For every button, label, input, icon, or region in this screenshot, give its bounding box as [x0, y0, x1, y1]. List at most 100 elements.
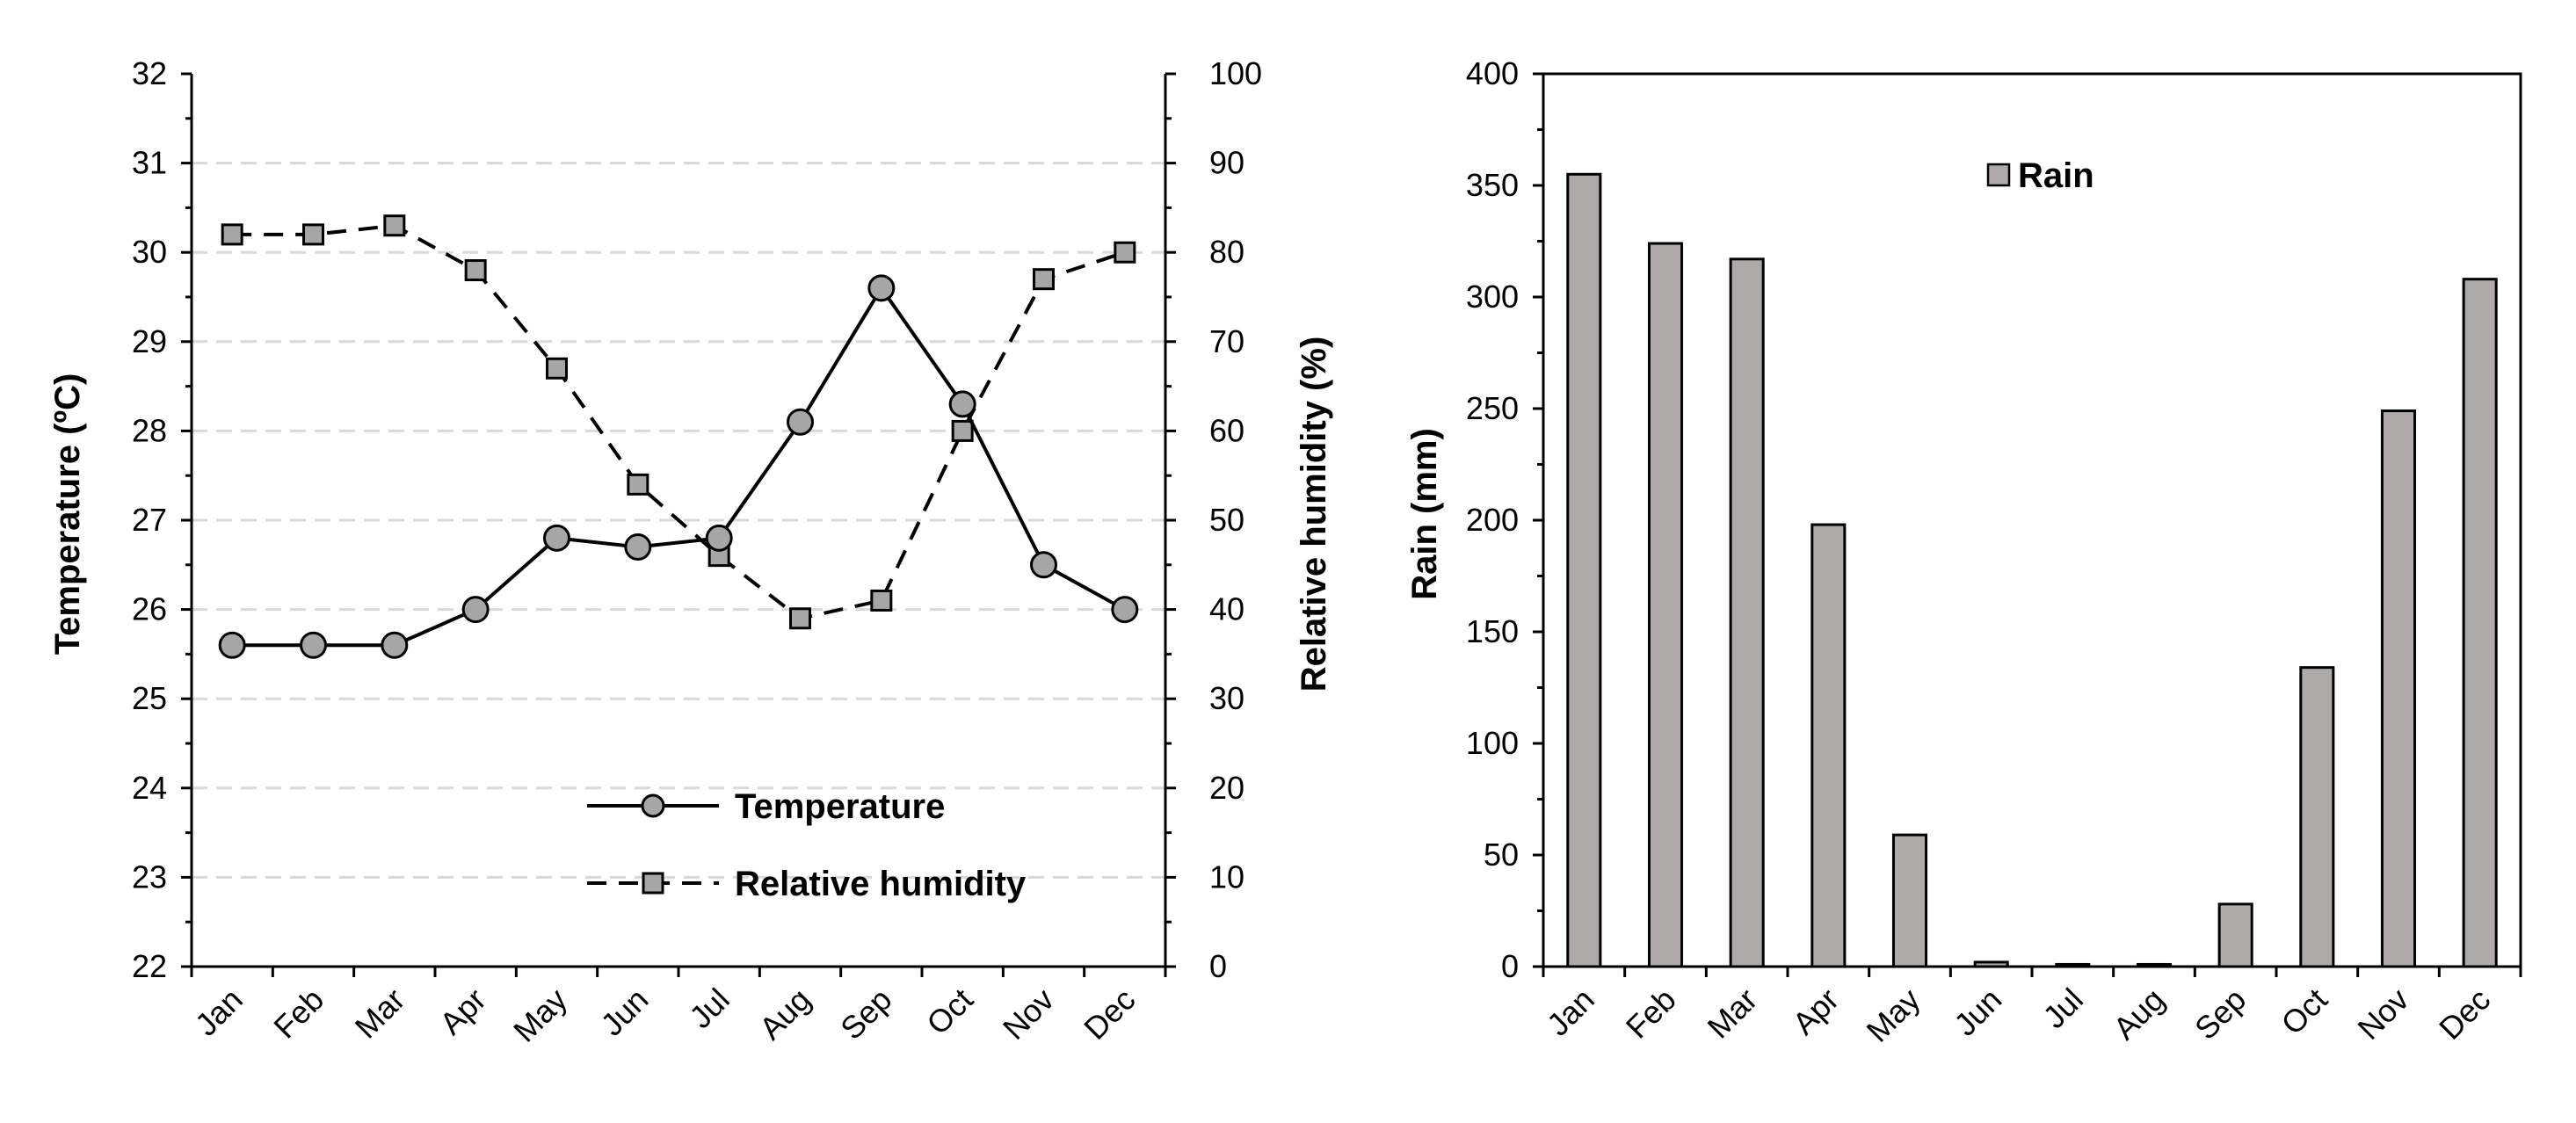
rain-x-tick-label: Aug [2106, 982, 2171, 1047]
rain-bar [1810, 523, 1847, 968]
series-line-relative-humidity [232, 223, 1126, 620]
humidity-point [870, 589, 893, 612]
right-y-tick-label: 90 [1209, 145, 1244, 181]
right-y-tick-label: 0 [1209, 948, 1227, 984]
humidity-point [546, 357, 568, 380]
rain-x-tick-label: Jul [2035, 982, 2090, 1036]
humidity-point [383, 214, 406, 237]
temperature-point [1111, 596, 1139, 624]
rain-y-tick-label: 50 [1484, 837, 1519, 873]
rain-y-tick-label: 200 [1466, 502, 1519, 538]
temperature-point [300, 631, 327, 659]
temperature-point [543, 524, 570, 552]
legend-temperature-marker [641, 793, 665, 818]
rain-chart-axes [1542, 72, 2522, 968]
rain-x-tick-label: Jan [1540, 982, 1601, 1043]
right-y-tick-label: 50 [1209, 502, 1244, 538]
rain-bar [2380, 409, 2417, 968]
left-y-tick-label: 25 [132, 680, 167, 716]
temperature-point [948, 390, 976, 418]
legend-humidity-label: Relative humidity [735, 865, 1027, 903]
temperature-point [1030, 551, 1057, 579]
temperature-point [787, 408, 814, 436]
legend-rain-label: Rain [2018, 156, 2094, 195]
rain-bar [2217, 902, 2253, 968]
rain-bar [2299, 666, 2335, 968]
rain-y-tick-label: 150 [1466, 613, 1519, 649]
humidity-point [1114, 241, 1136, 264]
rain-x-tick-label: Apr [1785, 982, 1846, 1042]
rain-x-tick-label: Jun [1947, 982, 2008, 1043]
rain-y-tick-label: 400 [1466, 55, 1519, 91]
left-y-tick-label: 24 [132, 770, 167, 806]
rain-chart: 0 50 100 150 200 250 300 350 400 Jan Feb Mar Apr May J… [1405, 55, 2522, 1049]
left-x-tick-label: Aug [752, 982, 817, 1047]
humidity-point [221, 223, 243, 246]
left-y-tick-label: 27 [132, 502, 167, 538]
rain-x-tick-label: May [1860, 982, 1927, 1049]
humidity-point [302, 223, 324, 246]
left-x-tick-label: Oct [919, 982, 980, 1042]
right-y-tick-label: 20 [1209, 770, 1244, 806]
humidity-point [464, 259, 487, 282]
left-y-tick-label: 29 [132, 323, 167, 359]
rain-y-tick-label: 0 [1501, 948, 1519, 984]
rain-x-tick-label: Oct [2274, 982, 2334, 1042]
rain-y-tick-label: 350 [1466, 167, 1519, 203]
right-y-tick-label: 10 [1209, 859, 1244, 895]
left-y-tick-label: 31 [132, 145, 167, 181]
humidity-point [627, 473, 649, 496]
rain-y-tick-label: 250 [1466, 390, 1519, 426]
left-x-tick-label: Feb [266, 982, 330, 1046]
temperature-humidity-chart: 22 23 24 25 26 27 28 29 30 31 32 0 10 20 30 40 50 60 70 80 9… [48, 55, 1333, 1049]
rain-x-tick-label: Nov [2350, 982, 2415, 1047]
temperature-point [381, 631, 409, 659]
temperature-point [624, 533, 652, 561]
right-y-tick-label: 100 [1209, 55, 1262, 91]
legend-temperature-label: Temperature [735, 787, 945, 826]
temperature-point [705, 524, 733, 552]
right-y-tick-label: 60 [1209, 412, 1244, 448]
temperature-point [461, 596, 490, 624]
right-y-tick-label: 80 [1209, 234, 1244, 270]
legend-rain-swatch [1986, 163, 2011, 187]
humidity-point [789, 607, 811, 630]
rain-bar [1566, 172, 1602, 968]
right-y-tick-label: 70 [1209, 323, 1244, 359]
rain-x-tick-label: Sep [2188, 982, 2253, 1047]
left-y-tick-label: 28 [132, 412, 167, 448]
left-y-tick-label: 32 [132, 55, 167, 91]
rain-y-tick-label: 100 [1466, 725, 1519, 761]
humidity-point [1033, 268, 1055, 291]
right-y-axis-title: Relative humidity (%) [1295, 337, 1333, 692]
rain-x-tick-label: Feb [1619, 982, 1683, 1046]
rain-bar [2462, 278, 2498, 968]
left-x-tick-label: Nov [996, 982, 1061, 1047]
right-y-tick-label: 30 [1209, 680, 1244, 716]
left-x-tick-label: Mar [348, 982, 412, 1046]
humidity-point [951, 419, 974, 442]
left-x-tick-label: Sep [833, 982, 898, 1047]
rain-bar [1891, 833, 1928, 968]
rain-legend: Rain [1986, 156, 2094, 195]
left-x-tick-label: Jan [188, 982, 250, 1043]
left-legend: Temperature Relative humidity [587, 787, 1027, 903]
right-y-tick-label: 40 [1209, 591, 1244, 627]
left-x-tick-label: Apr [432, 982, 493, 1042]
rain-y-tick-label: 300 [1466, 279, 1519, 315]
rain-bar [1729, 257, 1765, 968]
rain-x-tick-label: Dec [2432, 982, 2497, 1047]
temperature-point [218, 631, 246, 659]
left-x-tick-label: May [506, 982, 574, 1049]
left-y-tick-label: 23 [132, 859, 167, 895]
left-x-tick-label: Jun [593, 982, 655, 1043]
left-x-tick-label: Dec [1077, 982, 1142, 1047]
left-y-tick-label: 22 [132, 948, 167, 984]
temperature-point [867, 274, 896, 302]
left-y-axis-title: Temperature (ºC) [48, 373, 87, 656]
rain-x-tick-label: Mar [1700, 982, 1764, 1046]
rain-bar [1647, 242, 1684, 968]
left-x-tick-label: Jul [682, 982, 737, 1036]
left-y-tick-label: 26 [132, 591, 167, 627]
